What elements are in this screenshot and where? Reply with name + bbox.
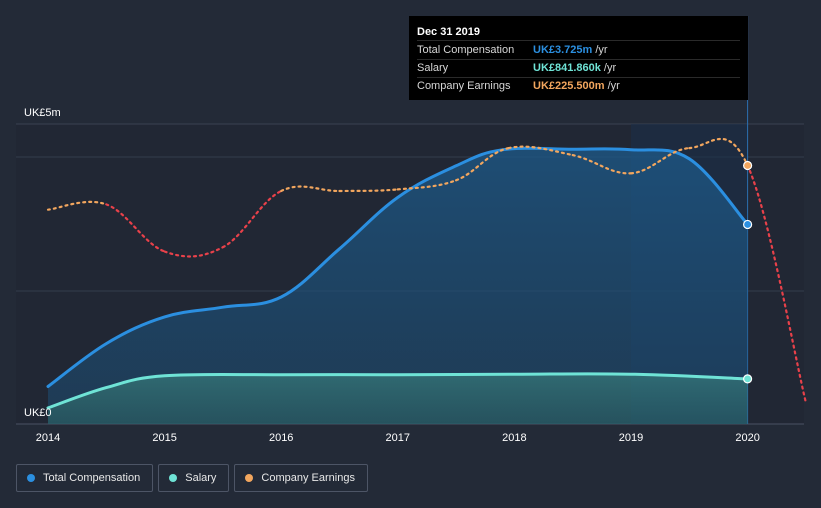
legend-item-total-compensation[interactable]: Total Compensation <box>16 464 154 492</box>
tooltip-unit: /yr <box>607 80 620 92</box>
tooltip-date: Dec 31 2019 <box>417 24 740 41</box>
total-compensation-line <box>46 146 750 388</box>
tooltip-unit: /yr <box>603 62 617 74</box>
chart-legend: Total Compensation Salary Company Earnin… <box>16 464 373 492</box>
x-tick-label: 2016 <box>269 432 293 444</box>
legend-item-salary[interactable]: Salary <box>158 464 230 492</box>
legend-label: Salary <box>185 472 217 484</box>
tooltip-row-earnings: Company Earnings UK£225.500m /yr <box>417 78 740 95</box>
company-earnings-line-segment <box>46 200 108 211</box>
legend-label: Total Compensation <box>43 472 141 484</box>
company-earnings-line-segment <box>105 203 166 253</box>
hover-tooltip: Dec 31 2019 Total Compensation UK£3.725m… <box>409 16 748 100</box>
company-earnings-line-segment <box>629 147 691 175</box>
salary-line <box>46 372 750 410</box>
total-compensation-area <box>48 148 748 424</box>
company-earnings-line-segment <box>396 179 458 191</box>
tooltip-value: UK£841.860k <box>533 62 601 74</box>
x-tick-label: 2017 <box>386 432 410 444</box>
tooltip-unit: /yr <box>595 44 608 56</box>
legend-dot-icon <box>169 474 178 482</box>
tooltip-row-total: Total Compensation UK£3.725m /yr <box>417 42 740 60</box>
tooltip-label: Total Compensation <box>417 44 515 56</box>
y-axis-bottom-label: UK£0 <box>24 407 52 419</box>
legend-item-company-earnings[interactable]: Company Earnings <box>234 464 368 492</box>
x-tick-label: 2019 <box>619 432 643 444</box>
company-earnings-line-segment <box>455 147 510 182</box>
company-earnings-line-segment <box>280 185 341 193</box>
tooltip-row-salary: Salary UK£841.860k /yr <box>417 60 740 78</box>
x-tick-label: 2015 <box>152 432 176 444</box>
tooltip-label: Company Earnings <box>417 80 511 92</box>
company-earnings-line-segment <box>221 189 283 249</box>
x-tick-label: 2020 <box>735 432 759 444</box>
tooltip-value: UK£3.725m <box>533 44 593 56</box>
company-earnings-line-segment <box>746 164 807 404</box>
x-tick-label: 2018 <box>502 432 526 444</box>
company-earnings-line-segment <box>338 188 399 193</box>
total-compensation-marker <box>742 219 753 230</box>
legend-label: Company Earnings <box>261 472 355 484</box>
company-earnings-line-segment <box>163 246 224 258</box>
company-earnings-line-segment <box>571 154 633 175</box>
y-axis-top-label: UK£5m <box>24 107 61 119</box>
legend-dot-icon <box>245 474 254 482</box>
salary-marker <box>742 374 753 384</box>
x-tick-label: 2014 <box>36 432 60 444</box>
salary-area <box>48 373 748 424</box>
company-earnings-line-segment <box>507 145 574 157</box>
tooltip-value: UK£225.500m <box>533 80 605 92</box>
company-earnings-marker <box>742 160 753 171</box>
tooltip-label: Salary <box>417 62 449 74</box>
legend-dot-icon <box>27 474 35 482</box>
company-earnings-line-segment <box>688 137 749 167</box>
